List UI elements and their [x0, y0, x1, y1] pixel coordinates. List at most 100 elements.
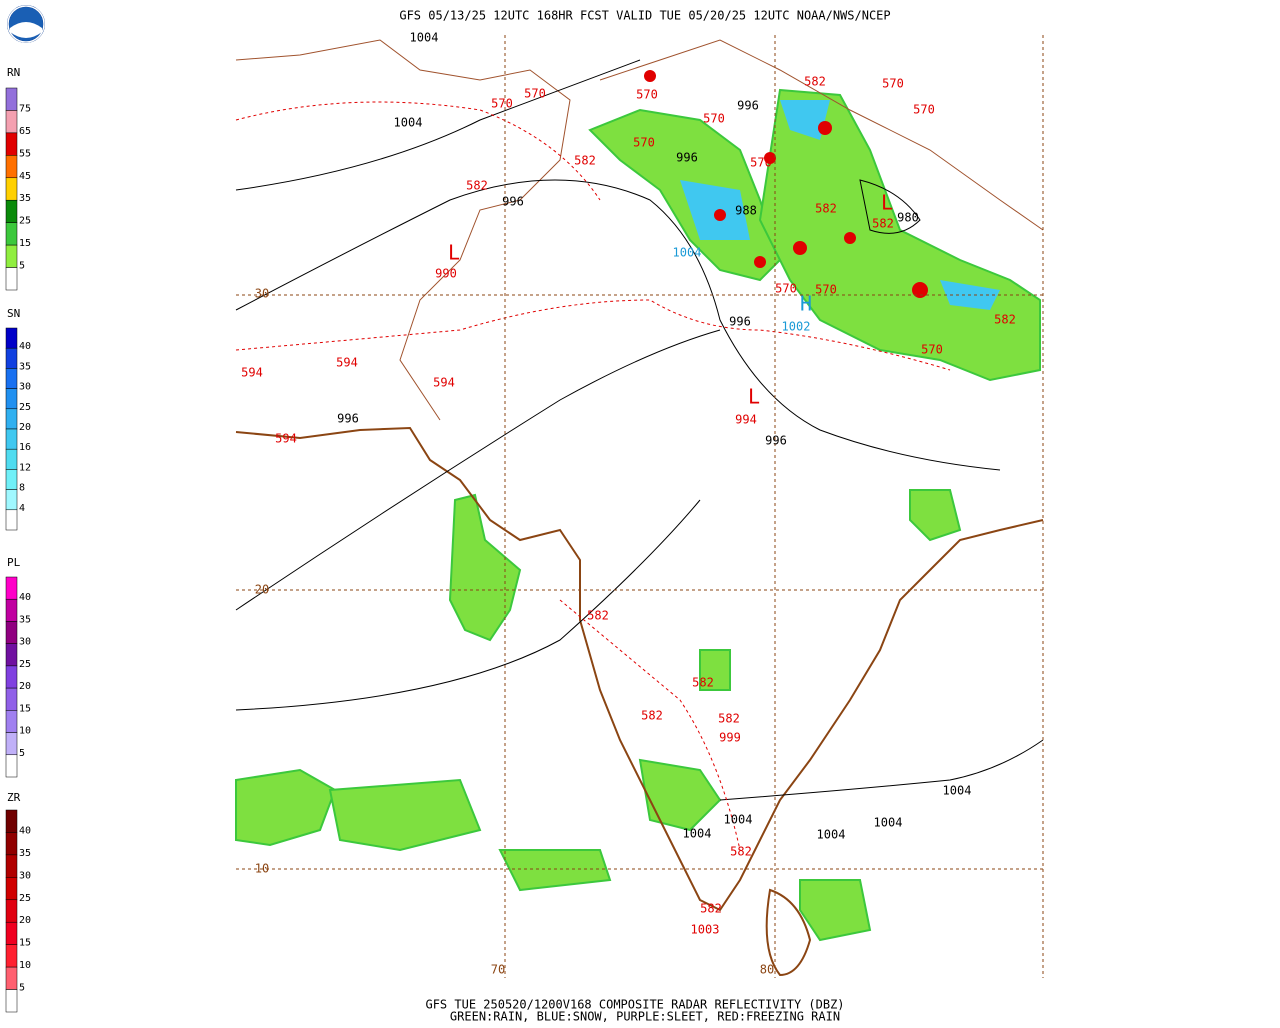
legend-swatch	[5, 110, 18, 134]
map-label: 999	[719, 731, 741, 745]
legend-label: PL	[7, 556, 21, 569]
legends: RN756555453525155SN4035302520161284PL403…	[5, 66, 31, 1013]
map-label: L	[748, 385, 760, 409]
map-label: 594	[336, 356, 358, 370]
freezing-rain-areas	[644, 70, 928, 298]
map-label: 994	[735, 413, 757, 427]
map-label: 570	[913, 103, 935, 117]
legend-swatch	[5, 177, 18, 201]
map-label: 582	[718, 712, 740, 726]
map-label: 570	[815, 283, 837, 297]
legend-tick-label: 20	[19, 915, 31, 926]
map-label: 1004	[817, 828, 846, 842]
legend-swatch	[5, 809, 18, 833]
borders	[235, 39, 1044, 421]
map-label: 582	[466, 179, 488, 193]
legend-swatch	[5, 368, 18, 389]
map-label: 1004	[394, 116, 423, 130]
legend-tick-label: 5	[19, 748, 25, 759]
map-label: 582	[587, 609, 609, 623]
map-label: 1003	[691, 923, 720, 937]
legend-swatch	[5, 199, 18, 223]
legend-tick-label: 4	[19, 503, 25, 514]
map-label: 996	[676, 151, 698, 165]
legend-tick-label: 35	[19, 848, 31, 859]
map-label: 570	[491, 97, 513, 111]
map-label: 594	[275, 432, 297, 446]
legend-tick-label: 5	[19, 261, 25, 272]
map-label: L	[881, 191, 893, 215]
isobars	[235, 59, 1044, 801]
map-label: 570	[524, 87, 546, 101]
map-label: 996	[337, 412, 359, 426]
legend-tick-label: 16	[19, 442, 31, 453]
legend-tick-label: 65	[19, 126, 31, 137]
legend-tick-label: 15	[19, 938, 31, 949]
legend-swatch	[5, 132, 18, 156]
map-label: 996	[737, 99, 759, 113]
map-label: 594	[241, 366, 263, 380]
map-label: 570	[775, 282, 797, 296]
map: 1004 1004 996 996 996 988 980 996 996 996 1004 1004…	[235, 31, 1044, 978]
map-label: 570	[882, 77, 904, 91]
map-label: 570	[921, 343, 943, 357]
legend-label: RN	[7, 66, 20, 79]
legend-tick-label: 40	[19, 341, 31, 352]
legend-label: SN	[7, 307, 20, 320]
legend-tick-label: 30	[19, 382, 31, 393]
legend-swatch	[5, 388, 18, 410]
map-label: 1002	[782, 320, 811, 334]
map-label: 988	[735, 204, 757, 218]
legend-tick-label: 12	[19, 462, 31, 473]
snow-areas	[680, 100, 1000, 310]
legend-tick-label: 35	[19, 193, 31, 204]
legend-tick-label: 30	[19, 870, 31, 881]
coastline	[235, 426, 1044, 912]
grid-lines	[236, 35, 1044, 978]
map-label: 582	[574, 154, 596, 168]
height-contours	[235, 101, 951, 851]
legend-swatch	[5, 347, 18, 369]
legend-swatch	[5, 732, 18, 756]
legend-swatch	[5, 489, 18, 511]
map-label: 594	[433, 376, 455, 390]
legend-swatch	[5, 509, 18, 531]
map-label: 1004	[673, 246, 702, 260]
map-label: 1004	[683, 827, 712, 841]
legend-swatch	[5, 267, 18, 291]
legend-swatch	[5, 687, 18, 711]
legend-tick-label: 15	[19, 703, 31, 714]
legend-tick-label: 75	[19, 103, 31, 114]
map-label: 980	[897, 211, 919, 225]
map-label: 1004	[410, 31, 439, 45]
map-label: 10	[255, 862, 269, 876]
legend-tick-label: 55	[19, 148, 31, 159]
legend-tick-label: 40	[19, 825, 31, 836]
map-label: 996	[729, 315, 751, 329]
legend-swatch	[5, 832, 18, 856]
legend-swatch	[5, 469, 18, 490]
map-label: 570	[703, 112, 725, 126]
legend-swatch	[5, 966, 18, 990]
map-label: 582	[994, 313, 1016, 327]
legend-swatch	[5, 448, 18, 470]
noaa-logo	[7, 5, 45, 43]
map-label: 582	[730, 845, 752, 859]
map-label: 582	[692, 676, 714, 690]
map-label: 582	[641, 709, 663, 723]
map-label: 996	[765, 434, 787, 448]
map-label: 70	[491, 963, 505, 977]
map-label: 582	[804, 75, 826, 89]
map-label: H	[800, 292, 812, 316]
map-label: 996	[502, 195, 524, 209]
legend-swatch	[5, 576, 18, 600]
legend-tick-label: 20	[19, 422, 31, 433]
legend-swatch	[5, 87, 18, 111]
footer-line: GREEN:RAIN, BLUE:SNOW, PURPLE:SLEET, RED…	[450, 1010, 840, 1024]
legend-swatch	[5, 327, 18, 349]
map-label: 1004	[724, 813, 753, 827]
title: GFS 05/13/25 12UTC 168HR FCST VALID TUE …	[399, 9, 890, 23]
legend-tick-label: 25	[19, 216, 31, 227]
legend-swatch	[5, 710, 18, 733]
footer-line: GFS TUE 250520/1200V168 COMPOSITE RADAR …	[425, 998, 844, 1012]
